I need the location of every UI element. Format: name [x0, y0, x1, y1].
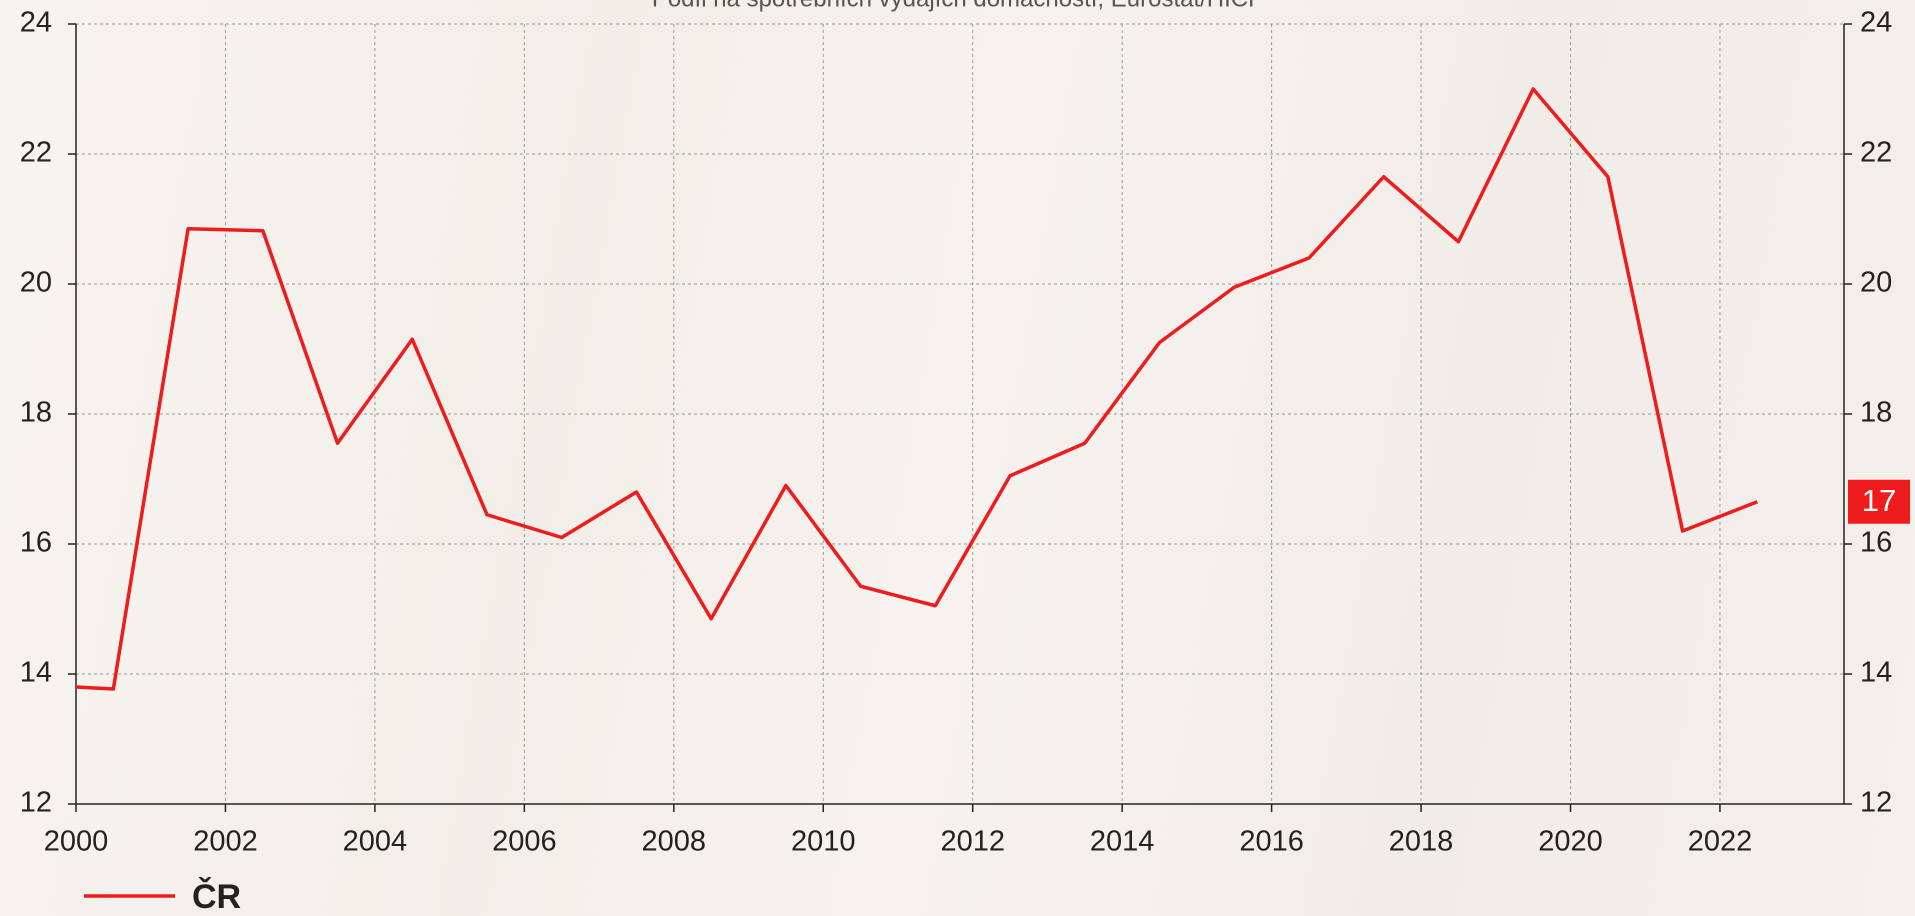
y2-tick-label: 24 [1860, 7, 1892, 39]
y-tick-label: 12 [20, 787, 52, 819]
y-tick-label: 14 [20, 657, 52, 689]
y2-tick-label: 12 [1860, 787, 1892, 819]
x-tick-label: 2016 [1239, 826, 1304, 858]
x-tick-label: 2014 [1090, 826, 1155, 858]
data-line [75, 87, 1758, 691]
value-badge [1848, 479, 1910, 524]
y-tick-label: 24 [20, 7, 52, 39]
x-tick-label: 2012 [940, 826, 1005, 858]
y-tick-label: 22 [20, 137, 52, 169]
y2-tick-label: 18 [1860, 397, 1892, 429]
y2-tick-label: 16 [1860, 527, 1892, 559]
x-tick-label: 2006 [492, 826, 557, 858]
x-tick-label: 2010 [791, 826, 856, 858]
x-tick-label: 2002 [193, 826, 258, 858]
legend-label: ČR [192, 877, 241, 916]
y2-tick-label: 14 [1860, 657, 1892, 689]
x-tick-label: 2022 [1688, 826, 1753, 858]
x-tick-label: 2008 [642, 826, 707, 858]
x-tick-label: 2000 [44, 826, 109, 858]
x-tick-label: 2018 [1389, 826, 1454, 858]
x-tick-label: 2004 [343, 826, 408, 858]
chart-subtitle: Podíl na spotřebních výdajích domácností… [652, 0, 1264, 12]
y-tick-label: 16 [20, 527, 52, 559]
value-label: 17 [1862, 483, 1896, 518]
x-tick-label: 2020 [1538, 826, 1603, 858]
y2-tick-label: 22 [1860, 137, 1892, 169]
y2-tick-label: 20 [1860, 267, 1892, 299]
y-tick-label: 20 [20, 267, 52, 299]
y-tick-label: 18 [20, 397, 52, 429]
